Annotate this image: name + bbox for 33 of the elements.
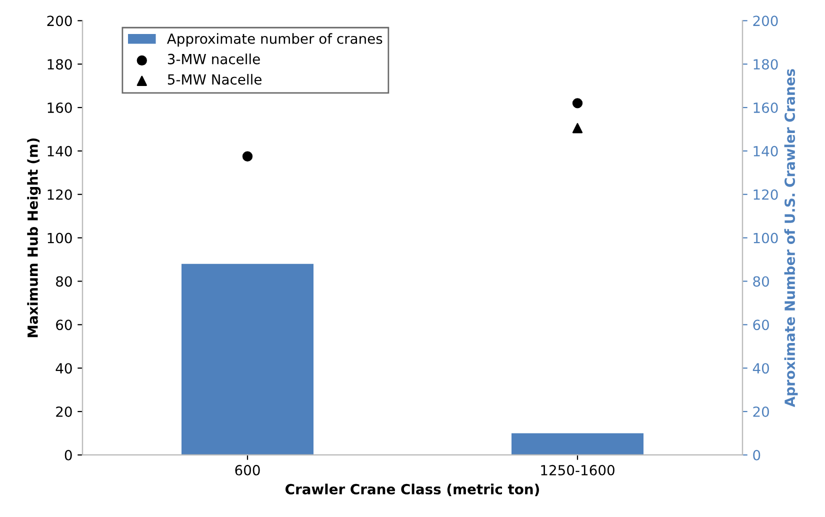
legend-label: Approximate number of cranes bbox=[166, 33, 382, 47]
y2-tick-label: 140 bbox=[754, 146, 778, 156]
point bbox=[572, 123, 583, 134]
y2-tick-label: 200 bbox=[753, 16, 778, 26]
y2-tick-label: 100 bbox=[754, 232, 778, 244]
y2-tick-label: 40 bbox=[752, 363, 769, 374]
y2-axis-title: Aproximate Number of U.S. Crawler Cranes bbox=[784, 69, 798, 408]
y2-tick-label: 20 bbox=[753, 406, 769, 418]
y-axis-title: Maximum Hub Height (m) bbox=[27, 138, 41, 338]
y-tick-label: 200 bbox=[47, 16, 72, 26]
y-tick-label: 100 bbox=[48, 232, 72, 244]
y2-tick-label: 180 bbox=[754, 59, 778, 70]
y2-tick-label: 0 bbox=[753, 450, 760, 460]
y-tick-label: 0 bbox=[64, 450, 72, 460]
y-tick-label: 60 bbox=[56, 320, 72, 330]
y-tick-label: 20 bbox=[56, 406, 72, 418]
point bbox=[242, 151, 253, 162]
point bbox=[572, 98, 583, 108]
y-tick-label: 180 bbox=[48, 59, 72, 70]
x-tick-label: 600 bbox=[235, 464, 260, 476]
y2-tick-label: 60 bbox=[753, 320, 769, 330]
y2-tick-label: 120 bbox=[754, 189, 778, 200]
y-tick-label: 80 bbox=[56, 276, 72, 287]
y-tick-label: 160 bbox=[48, 102, 72, 114]
y2-tick-label: 80 bbox=[753, 276, 769, 287]
y-tick-label: 120 bbox=[48, 189, 72, 200]
x-axis-title: Crawler Crane Class (metric ton) bbox=[286, 484, 539, 496]
legend-label: 5-MW Nacelle bbox=[168, 74, 262, 85]
y-tick-label: 40 bbox=[56, 363, 72, 374]
y2-tick-label: 160 bbox=[754, 102, 778, 114]
x-tick-label: 1250-1600 bbox=[541, 464, 614, 476]
y-tick-label: 140 bbox=[48, 146, 72, 156]
legend-label: 3-MW nacelle bbox=[168, 54, 260, 64]
